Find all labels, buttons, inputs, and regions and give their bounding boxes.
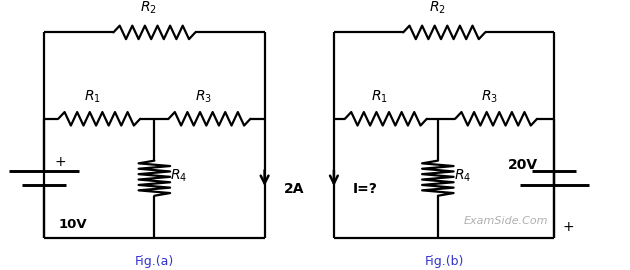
Text: ExamSide.Com: ExamSide.Com: [464, 216, 548, 227]
Text: $R_1$: $R_1$: [371, 89, 388, 105]
Text: 20V: 20V: [508, 158, 538, 172]
Text: Fig.(a): Fig.(a): [135, 255, 174, 268]
Text: I=?: I=?: [353, 182, 377, 196]
Text: $R_3$: $R_3$: [481, 89, 498, 105]
Text: $R_2$: $R_2$: [430, 0, 446, 16]
Text: 2A: 2A: [284, 182, 304, 196]
Text: $R_2$: $R_2$: [140, 0, 156, 16]
Text: +: +: [563, 220, 574, 234]
Text: $R_3$: $R_3$: [195, 89, 212, 105]
Text: $R_4$: $R_4$: [454, 167, 471, 184]
Text: $R_4$: $R_4$: [170, 167, 187, 184]
Text: Fig.(b): Fig.(b): [425, 255, 464, 268]
Text: $R_1$: $R_1$: [84, 89, 101, 105]
Text: 10V: 10V: [58, 218, 87, 231]
Text: +: +: [54, 155, 66, 169]
